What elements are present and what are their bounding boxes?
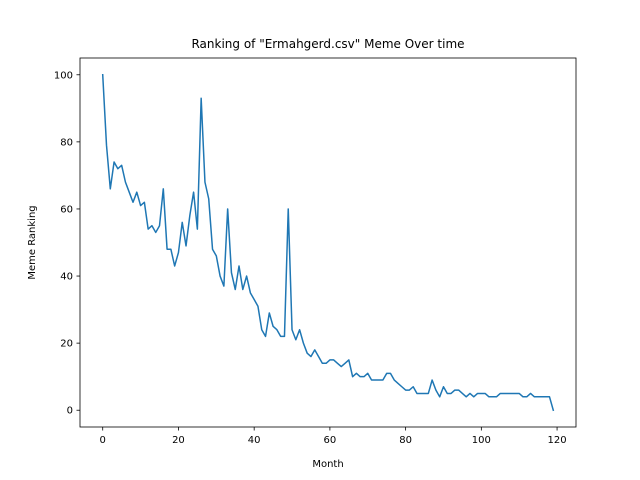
y-tick-label: 40 bbox=[60, 272, 73, 283]
y-tick-label: 100 bbox=[54, 70, 73, 81]
chart-title: Ranking of "Ermahgerd.csv" Meme Over tim… bbox=[191, 37, 464, 51]
axes-frame bbox=[79, 57, 577, 428]
x-tick-label: 40 bbox=[248, 435, 261, 446]
x-tick-label: 80 bbox=[399, 435, 412, 446]
y-tick-label: 0 bbox=[67, 406, 73, 417]
x-tick-label: 20 bbox=[172, 435, 185, 446]
y-axis: 0 20 40 60 80 100 bbox=[54, 70, 80, 417]
x-tick-label: 120 bbox=[548, 435, 567, 446]
x-tick-label: 0 bbox=[100, 435, 106, 446]
x-tick-label: 60 bbox=[324, 435, 337, 446]
y-tick-label: 20 bbox=[60, 339, 73, 350]
series-line-0 bbox=[101, 73, 555, 412]
x-axis: 0 20 40 60 80 100 120 bbox=[100, 427, 567, 446]
y-tick-label: 60 bbox=[60, 204, 73, 215]
plot-area bbox=[101, 73, 555, 412]
y-axis-title: Meme Ranking bbox=[27, 205, 38, 279]
y-tick-label: 80 bbox=[60, 137, 73, 148]
x-axis-title: Month bbox=[312, 459, 343, 470]
x-tick-label: 100 bbox=[472, 435, 491, 446]
